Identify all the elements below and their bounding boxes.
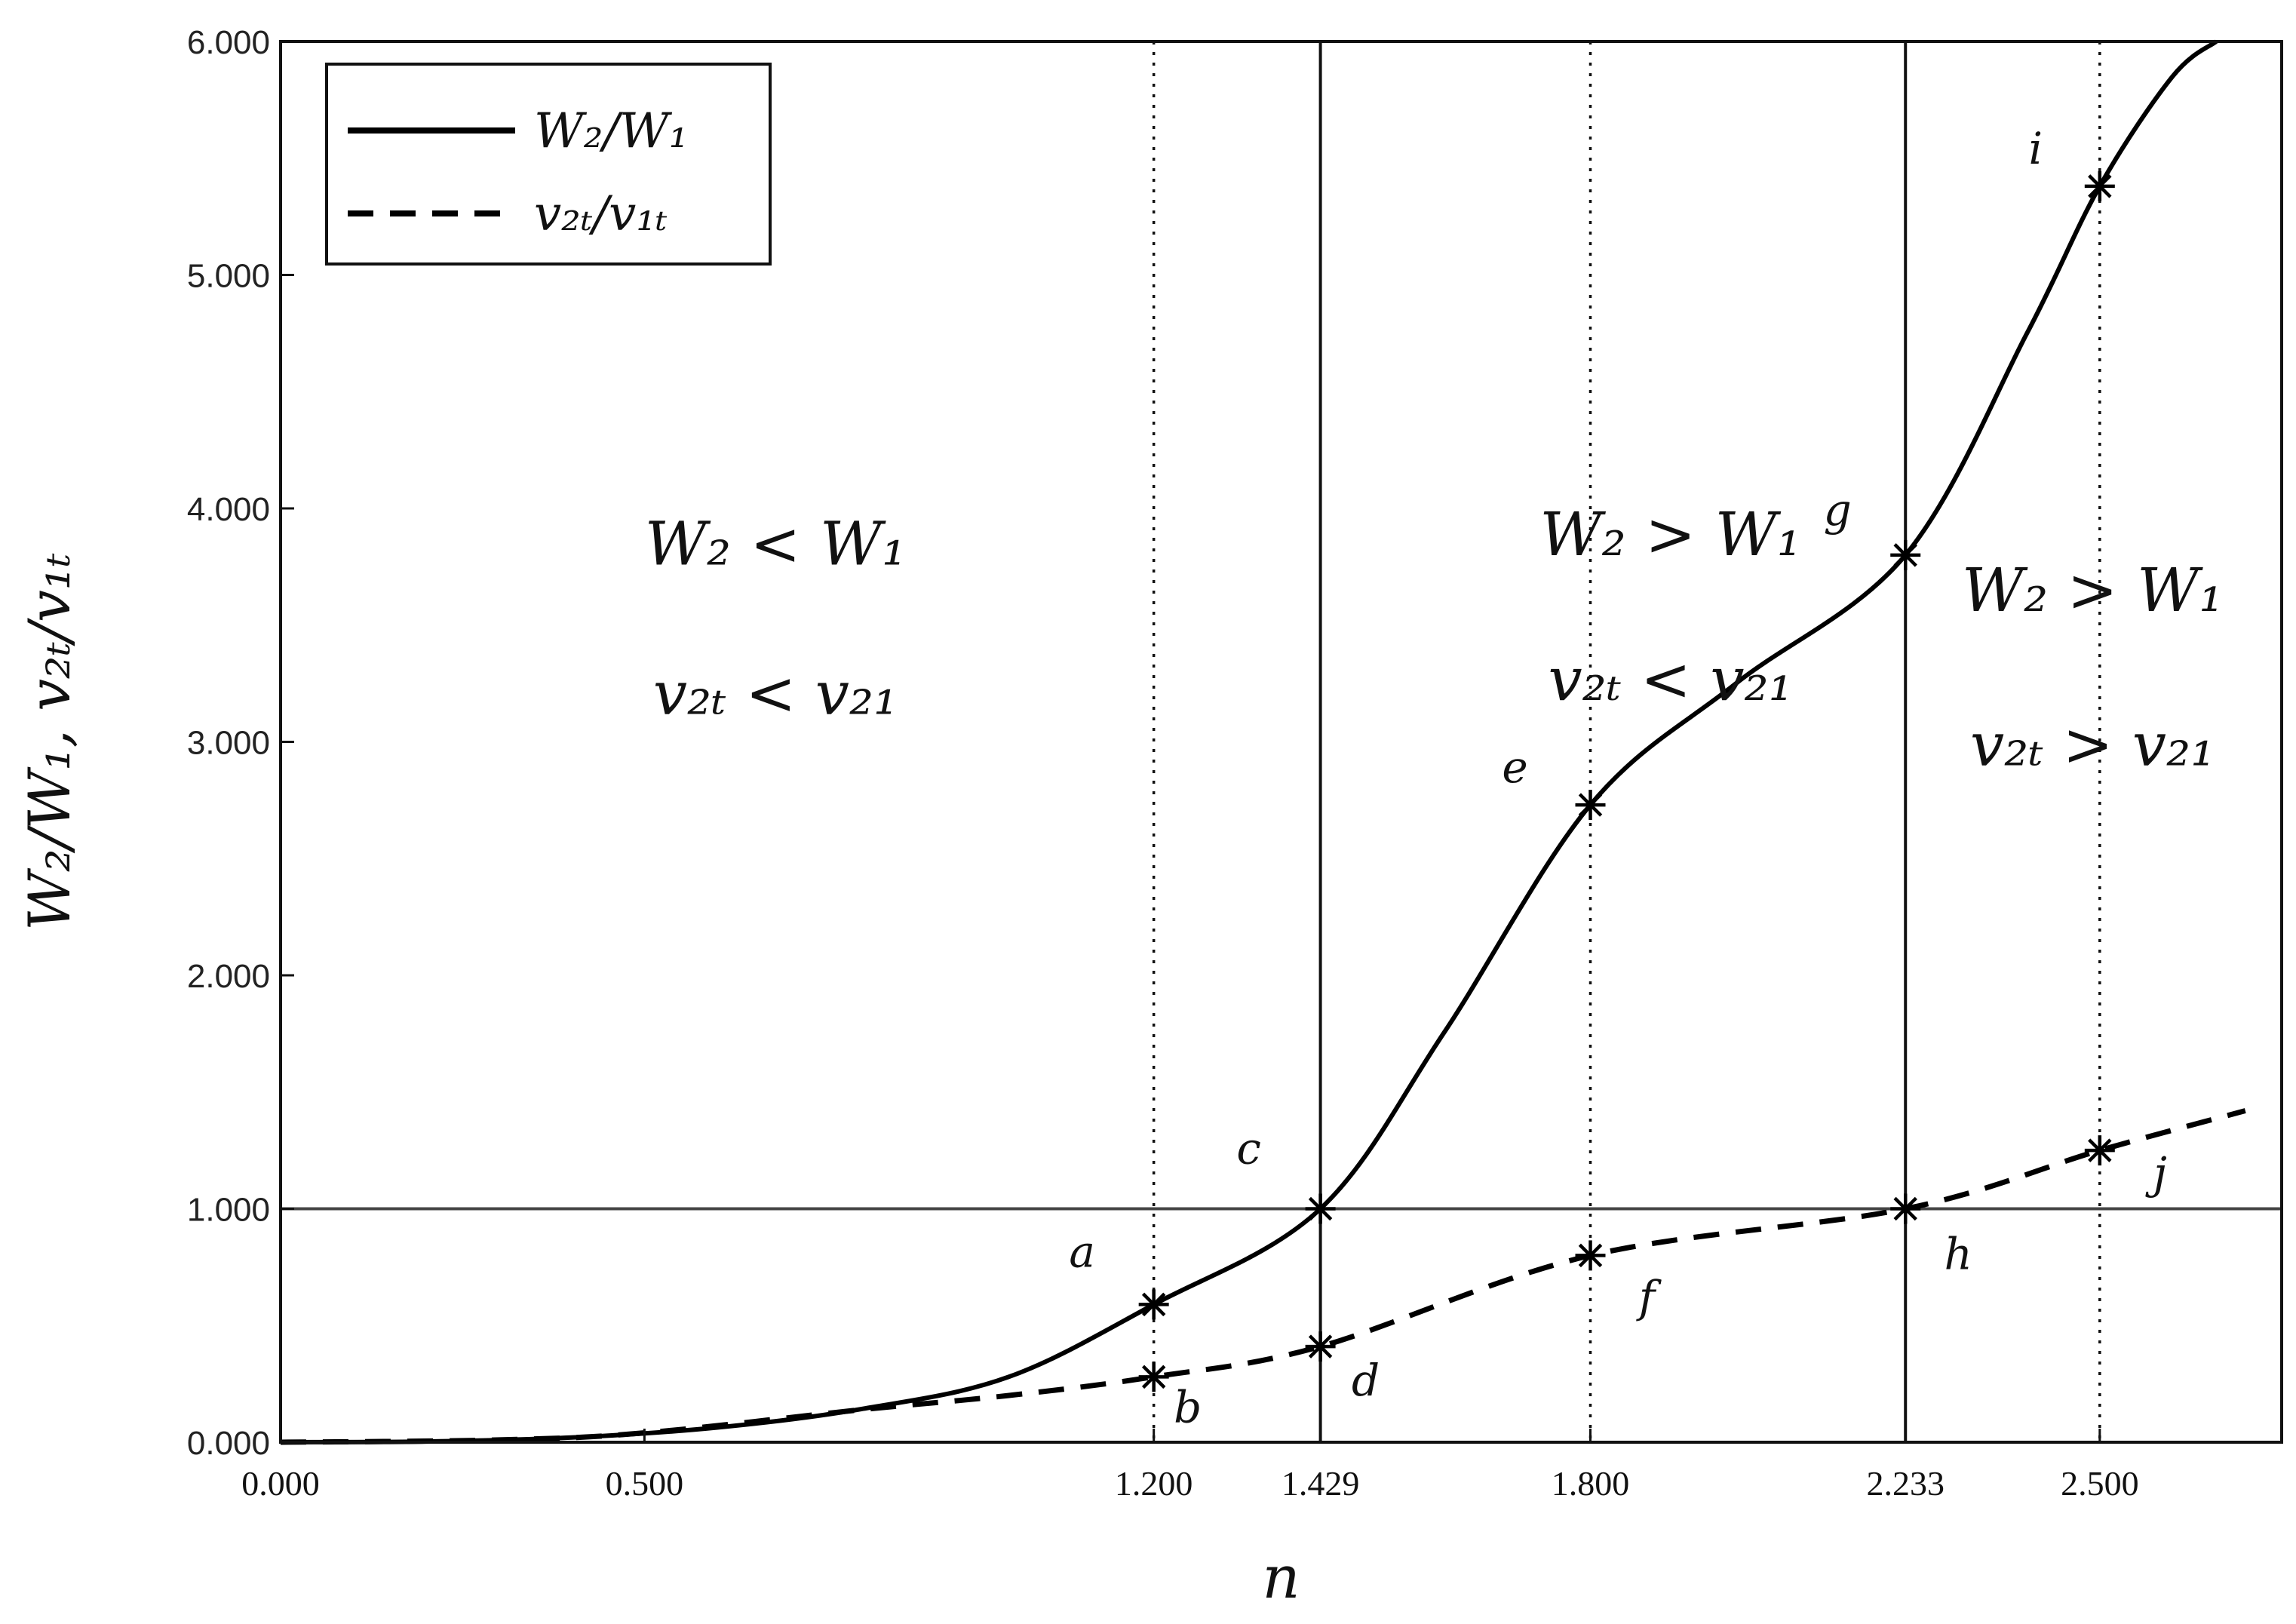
region-annotation-5: W₂ > W₁ — [1962, 555, 2223, 625]
region-annotation-2: v₂ₜ < v₂₁ — [653, 658, 898, 728]
point-label-g: g — [1824, 484, 1852, 536]
point-label-d: d — [1352, 1355, 1380, 1406]
x-tick-label: 0.500 — [606, 1464, 684, 1503]
y-tick-label: 1.000 — [187, 1192, 270, 1229]
region-annotation-6: v₂ₜ > v₂₁ — [1970, 709, 2215, 779]
marker-d — [1305, 1331, 1336, 1362]
y-tick-label: 4.000 — [187, 491, 270, 528]
marker-i — [2084, 170, 2115, 201]
x-axis: 0.000 0.500 1.200 1.429 1.800 2.233 2.500 — [241, 1429, 2139, 1503]
x-tick-label: 1.429 — [1282, 1464, 1360, 1503]
legend: W₂/W₁ v₂ₜ/v₁ₜ — [325, 63, 772, 266]
y-tick-label: 6.000 — [187, 24, 270, 61]
region-annotation-1: W₂ < W₁ — [645, 508, 906, 579]
x-tick-label: 1.200 — [1115, 1464, 1193, 1503]
x-axis-label: n — [1262, 1544, 1300, 1612]
marker-a — [1138, 1289, 1169, 1320]
y-tick-label: 2.000 — [187, 958, 270, 995]
point-label-e: e — [1502, 741, 1527, 793]
region-annotation-3: W₂ > W₁ — [1539, 499, 1800, 569]
x-tick-label: 2.233 — [1866, 1464, 1945, 1503]
point-label-h: h — [1945, 1229, 1972, 1280]
legend-label-2: v₂ₜ/v₁ₜ — [534, 186, 668, 242]
x-tick-label: 0.000 — [241, 1464, 320, 1503]
y-tick-label: 0.000 — [187, 1425, 270, 1462]
marker-f — [1575, 1240, 1606, 1271]
point-label-a: a — [1069, 1226, 1095, 1277]
region-annotation-4: v₂ₜ < v₂₁ — [1549, 644, 1793, 714]
annotation-layer: W₂ < W₁ v₂ₜ < v₂₁ W₂ > W₁ v₂ₜ < v₂₁ W₂ > W₁ v… — [645, 499, 2224, 780]
y-axis: 0.000 1.000 2.000 3.000 4.000 5.000 6.000 — [187, 24, 294, 1462]
x-tick-label: 1.800 — [1552, 1464, 1630, 1503]
marker-h — [1890, 1193, 1921, 1224]
point-label-i: i — [2029, 123, 2043, 174]
legend-label-1: W₂/W₁ — [534, 103, 688, 159]
point-label-b: b — [1174, 1381, 1202, 1432]
marker-e — [1575, 790, 1606, 821]
marker-b — [1138, 1362, 1169, 1392]
y-axis-label: W₂/W₁, v₂ₜ/v₁ₜ — [16, 553, 83, 931]
point-label-c: c — [1236, 1123, 1260, 1174]
marker-g — [1890, 539, 1921, 570]
series-line-v2t-v1t — [280, 1108, 2246, 1445]
legend-box — [325, 63, 772, 266]
marker-c — [1305, 1193, 1336, 1224]
y-tick-label: 5.000 — [187, 258, 270, 295]
series-layer — [280, 39, 2246, 1445]
x-tick-label: 2.500 — [2061, 1464, 2139, 1503]
marker-j — [2084, 1135, 2115, 1166]
y-tick-label: 3.000 — [187, 725, 270, 762]
